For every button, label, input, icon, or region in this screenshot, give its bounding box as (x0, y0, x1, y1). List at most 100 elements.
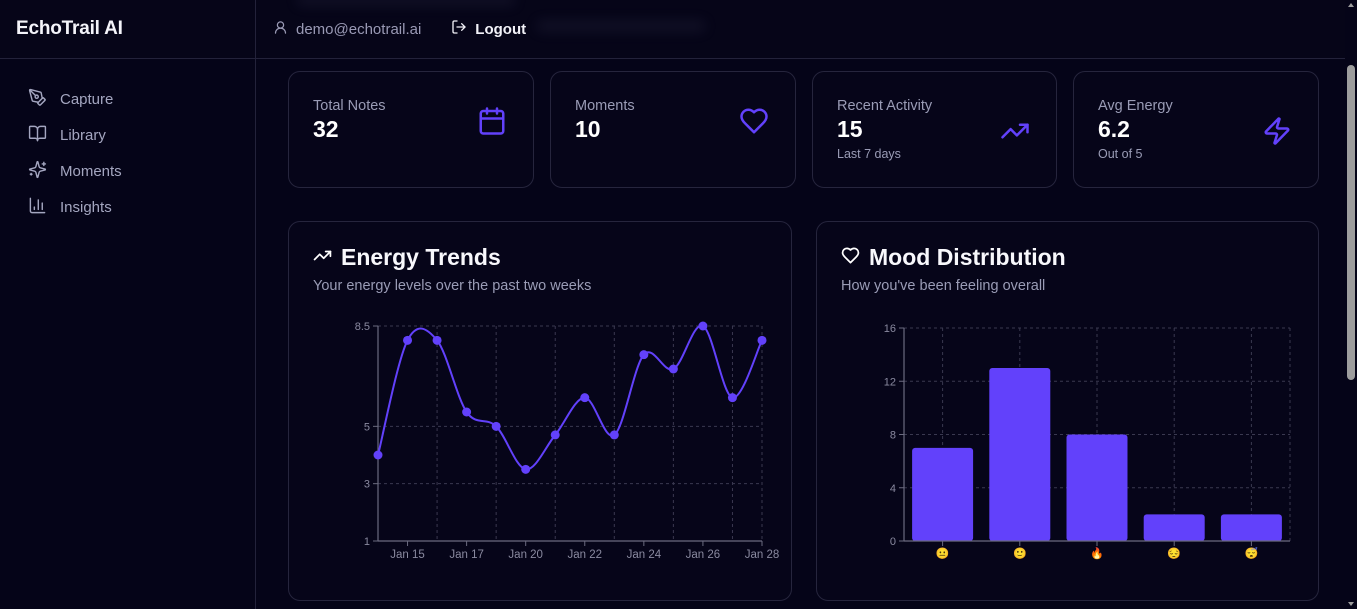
user-email: demo@echotrail.ai (296, 20, 422, 38)
x-tick-label: Jan 22 (568, 549, 603, 561)
mood-bar-chart: 0 4 8 12 16 😐 🙂 🔥 😔 😴 (884, 323, 1291, 560)
sidebar-item-library[interactable]: Library (0, 117, 255, 153)
heart-icon (739, 106, 769, 136)
stat-value: 10 (575, 116, 601, 142)
x-tick-label: 😐 (936, 547, 950, 560)
logout-label: Logout (475, 20, 527, 38)
app-logo[interactable]: EchoTrail AI (0, 0, 256, 58)
calendar-icon (477, 106, 507, 136)
mood-distribution-panel: Mood Distribution How you've been feelin… (816, 221, 1319, 601)
user-icon (273, 20, 288, 39)
sidebar-item-label: Insights (60, 198, 112, 216)
sidebar: Capture Library Moments Insights (0, 59, 256, 609)
data-point (550, 430, 560, 440)
mood-bar (912, 447, 974, 541)
data-point (580, 393, 590, 403)
mood-bar (1220, 514, 1282, 541)
data-point (432, 335, 442, 345)
sidebar-item-label: Library (60, 126, 106, 144)
panel-title-text: Energy Trends (341, 244, 501, 270)
book-open-icon (28, 124, 47, 147)
panel-title: Energy Trends (313, 244, 501, 271)
x-tick-label: 🙂 (1013, 547, 1027, 560)
data-point (609, 430, 619, 440)
x-tick-label: 😴 (1245, 547, 1259, 560)
scroll-down-arrow-icon[interactable] (1348, 602, 1354, 606)
blurred-background-content (296, 0, 516, 6)
y-tick-label: 8 (890, 430, 896, 442)
y-tick-label: 8.5 (355, 321, 370, 333)
y-tick-label: 4 (890, 483, 896, 495)
sparkles-icon (28, 160, 47, 183)
stat-label: Recent Activity (837, 98, 933, 114)
x-tick-label: 🔥 (1090, 547, 1104, 560)
top-header: EchoTrail AI demo@echotrail.ai Logout (0, 0, 1345, 59)
logout-button[interactable]: Logout (451, 19, 526, 39)
stat-card-recent-activity: Recent Activity 15 Last 7 days (812, 71, 1057, 188)
zap-icon (1262, 116, 1292, 146)
stat-subtext: Last 7 days (837, 147, 901, 161)
scrollbar-thumb[interactable] (1347, 65, 1355, 380)
stat-label: Total Notes (313, 98, 386, 114)
sidebar-item-insights[interactable]: Insights (0, 189, 255, 225)
page-scrollbar[interactable] (1345, 0, 1357, 609)
x-tick-label: Jan 20 (508, 549, 543, 561)
y-tick-label: 16 (884, 323, 896, 335)
trending-up-icon (1000, 116, 1030, 146)
pen-tool-icon (28, 88, 47, 111)
data-point (491, 421, 501, 431)
sidebar-item-label: Moments (60, 162, 122, 180)
x-tick-label: Jan 24 (627, 549, 662, 561)
panel-subtitle: How you've been feeling overall (841, 278, 1046, 294)
x-tick-label: Jan 26 (686, 549, 721, 561)
stat-subtext: Out of 5 (1098, 147, 1143, 161)
x-tick-label: Jan 17 (449, 549, 484, 561)
data-point (521, 464, 531, 474)
energy-series-line (377, 324, 763, 471)
sidebar-item-label: Capture (60, 90, 114, 108)
panel-title: Mood Distribution (841, 244, 1066, 271)
data-point (698, 321, 708, 331)
logout-icon (451, 19, 467, 39)
heart-icon (841, 244, 860, 271)
stat-card-total-notes: Total Notes 32 (288, 71, 534, 188)
energy-line-chart: 1 3 5 8.5 Jan 15 Jan 17 Jan 20 Jan 22 Jan 24 Jan … (355, 321, 780, 561)
sidebar-item-capture[interactable]: Capture (0, 81, 255, 117)
stat-label: Moments (575, 98, 635, 114)
x-tick-label: 😔 (1167, 547, 1181, 560)
stat-value: 6.2 (1098, 116, 1130, 142)
mood-bar (989, 367, 1051, 541)
panel-subtitle: Your energy levels over the past two wee… (313, 278, 592, 294)
mood-bar (1143, 514, 1205, 541)
data-point (639, 350, 649, 360)
trending-up-icon (313, 244, 332, 271)
y-tick-label: 3 (364, 479, 370, 491)
y-tick-label: 1 (364, 536, 370, 548)
data-point (668, 364, 678, 374)
x-tick-label: Jan 15 (390, 549, 425, 561)
dashboard-main: Total Notes 32 Moments 10 Recent Activit… (257, 59, 1345, 609)
y-tick-label: 5 (364, 421, 370, 433)
scroll-up-arrow-icon[interactable] (1348, 3, 1354, 7)
stat-card-moments: Moments 10 (550, 71, 796, 188)
bar-chart-icon (28, 196, 47, 219)
sidebar-item-moments[interactable]: Moments (0, 153, 255, 189)
x-tick-label: Jan 28 (745, 549, 780, 561)
data-point (462, 407, 472, 417)
stat-value: 32 (313, 116, 339, 142)
stat-value: 15 (837, 116, 863, 142)
mood-bar (1066, 434, 1128, 541)
data-point (757, 335, 767, 345)
stat-label: Avg Energy (1098, 98, 1173, 114)
data-point (727, 393, 737, 403)
energy-trends-panel: Energy Trends Your energy levels over th… (288, 221, 792, 601)
panel-title-text: Mood Distribution (869, 244, 1066, 270)
user-info: demo@echotrail.ai (273, 20, 421, 39)
header-user-area: demo@echotrail.ai Logout (256, 0, 1345, 58)
data-point (403, 335, 413, 345)
blurred-background-content (536, 20, 706, 32)
stat-card-avg-energy: Avg Energy 6.2 Out of 5 (1073, 71, 1319, 188)
y-tick-label: 0 (890, 536, 896, 548)
y-tick-label: 12 (884, 376, 896, 388)
